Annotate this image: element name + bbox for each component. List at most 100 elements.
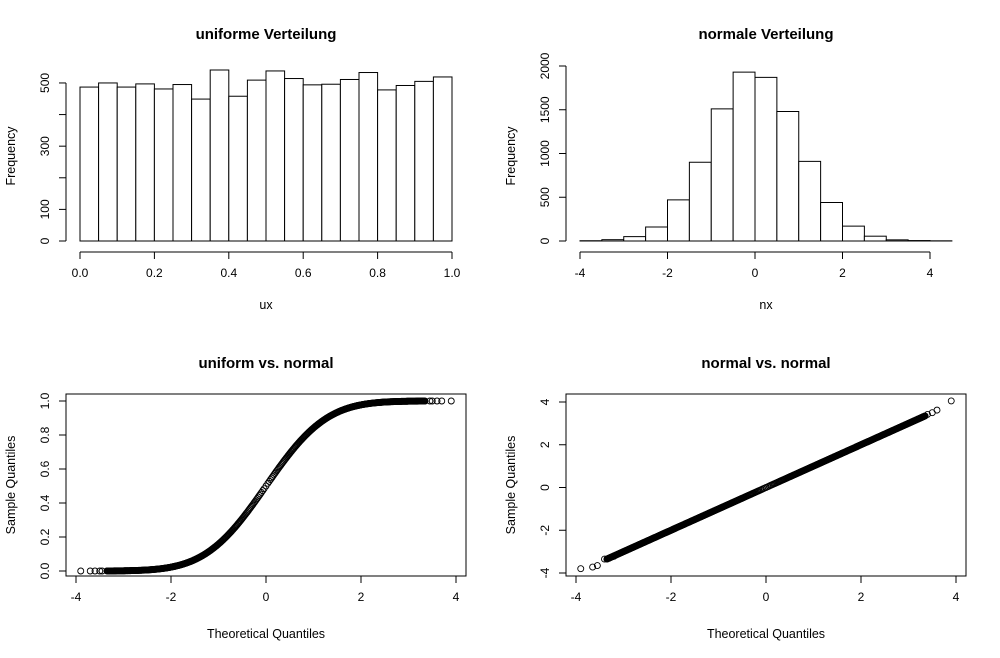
data-point (924, 410, 931, 418)
histogram-bar (395, 84, 416, 242)
data-point (605, 554, 613, 562)
y-tick-label: 0 (38, 237, 52, 244)
histogram-bar (377, 89, 397, 242)
histogram-bar (623, 236, 647, 242)
y-tick-label: -4 (538, 567, 552, 578)
x-tick-label: 0 (752, 266, 759, 280)
panel-qq-uniform: uniform vs. normal Theoretical Quantiles… (4, 355, 467, 641)
y-axis: 0.0 0.2 0.4 0.6 0.8 1.0 (38, 392, 67, 579)
data-point (77, 567, 85, 575)
chart-title: uniforme Verteilung (196, 26, 337, 43)
histogram-bar (191, 98, 211, 242)
x-tick-label: 4 (453, 590, 460, 604)
histogram-bar (645, 226, 668, 242)
y-axis-label: Sample Quantiles (504, 436, 518, 535)
histogram-bar (688, 161, 712, 242)
y-tick-label: 0 (538, 484, 552, 491)
histogram-bar (302, 84, 323, 242)
x-tick-label: 0 (763, 590, 770, 604)
chart-title: normal vs. normal (701, 355, 830, 372)
points (577, 397, 955, 573)
plot-box (65, 393, 467, 577)
histogram-bar (885, 239, 909, 242)
x-tick-label: 2 (858, 590, 865, 604)
x-tick-label: 4 (927, 266, 934, 280)
y-tick-label: 300 (38, 136, 52, 156)
histogram-bar (116, 86, 137, 242)
data-point (421, 397, 429, 405)
x-tick-label: 0 (263, 590, 270, 604)
x-tick-label: 0.6 (295, 266, 312, 280)
histogram-bar (863, 235, 887, 242)
histogram-bar (284, 78, 304, 242)
histogram-bar (339, 78, 360, 242)
histogram-bar (246, 79, 267, 242)
histogram-bar (153, 88, 174, 242)
y-tick-label: 0.0 (38, 562, 52, 579)
histogram-bar (172, 84, 193, 242)
panel-normal-histogram: normale Verteilung nx Frequency -4 -2 0 2 4 … (504, 26, 953, 312)
histogram-bar (79, 86, 100, 242)
x-axis: -4 -2 0 2 4 (71, 575, 460, 604)
histogram-bar (601, 239, 625, 242)
data-point (447, 397, 455, 405)
data-point (256, 490, 264, 498)
x-tick-label: -2 (662, 266, 673, 280)
data-point (259, 487, 267, 495)
x-axis: -4 -2 0 2 4 (571, 575, 960, 604)
x-tick-label: 1.0 (444, 266, 461, 280)
x-tick-label: -2 (666, 590, 677, 604)
y-tick-label: 2 (538, 441, 552, 448)
x-axis-label: ux (259, 298, 273, 312)
x-tick-label: 2 (839, 266, 846, 280)
y-axis: -4 -2 0 2 4 (538, 398, 567, 578)
histogram-bar (842, 225, 865, 242)
x-tick-label: 0.2 (146, 266, 163, 280)
y-axis-label: Sample Quantiles (4, 436, 18, 535)
y-tick-label: 1.0 (38, 392, 52, 409)
y-tick-label: 0 (538, 237, 552, 244)
y-tick-label: 4 (538, 398, 552, 405)
bars (579, 71, 953, 242)
data-point (933, 406, 941, 414)
data-point (947, 397, 955, 405)
x-tick-label: -4 (71, 590, 82, 604)
histogram-bar (754, 76, 778, 242)
y-tick-label: 2000 (538, 52, 552, 79)
y-tick-label: 500 (538, 187, 552, 207)
panel-uniform-histogram: uniforme Verteilung ux Frequency 0.0 0.2 0… (4, 26, 461, 312)
x-axis: -4 -2 0 2 4 (575, 251, 934, 280)
data-point (601, 555, 608, 563)
histogram-bar (228, 95, 248, 242)
histogram-bar (667, 199, 690, 242)
y-axis: 0 100 300 500 (38, 73, 67, 244)
histogram-bar (776, 111, 800, 242)
histogram-bar (710, 108, 734, 242)
panel-qq-normal: normal vs. normal Theoretical Quantiles … (504, 355, 967, 641)
x-axis-label: Theoretical Quantiles (207, 627, 325, 641)
histogram-bar (732, 71, 756, 242)
x-axis-label: nx (759, 298, 773, 312)
y-tick-label: 100 (38, 199, 52, 219)
x-tick-label: 2 (358, 590, 365, 604)
chart-title: uniform vs. normal (198, 355, 333, 372)
histogram-bar (820, 202, 843, 242)
x-tick-label: -4 (575, 266, 586, 280)
data-point (577, 565, 585, 573)
histogram-bar (358, 72, 379, 242)
histogram-bar (321, 83, 341, 242)
data-point (86, 567, 94, 575)
data-point (98, 567, 106, 575)
y-tick-label: 0.8 (38, 426, 52, 443)
y-tick-label: 0.2 (38, 528, 52, 545)
data-point (265, 477, 273, 485)
chart-title: normale Verteilung (698, 26, 833, 43)
y-tick-label: 0.4 (38, 494, 52, 511)
data-point (438, 397, 446, 405)
histogram-bar (265, 70, 286, 242)
y-tick-label: 1500 (538, 96, 552, 123)
data-point (91, 567, 99, 575)
histogram-bar (135, 83, 155, 242)
data-point (426, 397, 434, 405)
